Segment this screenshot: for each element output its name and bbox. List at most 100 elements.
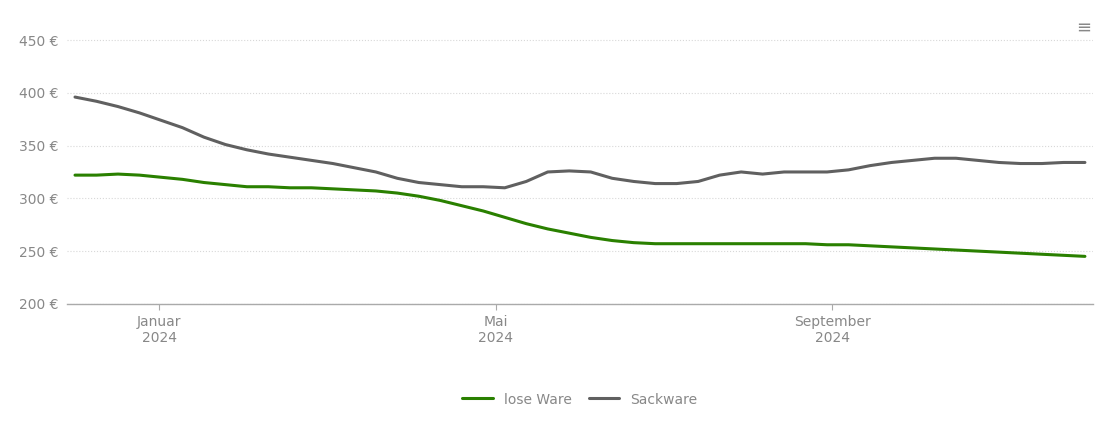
lose Ware [949,247,962,252]
lose Ware [198,180,211,185]
Sackware [326,161,340,166]
lose Ware [841,242,855,247]
Sackware [541,169,554,174]
Sackware [111,104,124,109]
lose Ware [305,185,319,190]
Sackware [519,179,533,184]
Line: lose Ware: lose Ware [75,174,1084,256]
lose Ware [175,177,189,182]
lose Ware [240,184,253,189]
Sackware [627,179,640,184]
Sackware [219,142,232,147]
Sackware [692,179,705,184]
lose Ware [1013,251,1027,256]
Line: Sackware: Sackware [75,97,1084,188]
lose Ware [735,241,748,246]
lose Ware [391,190,404,195]
Sackware [799,169,813,174]
lose Ware [111,171,124,176]
lose Ware [584,235,597,240]
Sackware [283,154,296,160]
Sackware [347,165,361,170]
lose Ware [434,198,447,203]
Sackware [133,110,147,115]
Sackware [606,176,619,181]
lose Ware [154,175,168,180]
Sackware [864,163,877,168]
lose Ware [692,241,705,246]
lose Ware [885,244,898,249]
lose Ware [992,249,1006,254]
Sackware [928,156,941,161]
Sackware [563,168,576,173]
Sackware [412,180,425,185]
Sackware [756,171,769,176]
Sackware [434,182,447,187]
Sackware [262,151,275,157]
Sackware [154,118,168,123]
lose Ware [219,182,232,187]
Sackware [370,169,383,174]
Sackware [584,169,597,174]
Sackware [391,176,404,181]
Sackware [971,158,985,163]
Sackware [907,158,920,163]
Text: ≡: ≡ [1076,19,1091,37]
Sackware [476,184,490,189]
Sackware [69,95,82,100]
Sackware [455,184,468,189]
lose Ware [1078,254,1091,259]
lose Ware [90,173,103,178]
lose Ware [69,173,82,178]
lose Ware [713,241,726,246]
lose Ware [971,249,985,254]
lose Ware [799,241,813,246]
Sackware [648,181,662,186]
Sackware [670,181,684,186]
lose Ware [648,241,662,246]
Sackware [992,160,1006,165]
lose Ware [777,241,790,246]
Sackware [90,99,103,104]
lose Ware [1036,252,1049,257]
Legend: lose Ware, Sackware: lose Ware, Sackware [457,387,703,412]
Sackware [713,173,726,178]
lose Ware [326,186,340,191]
lose Ware [476,208,490,214]
lose Ware [756,241,769,246]
Sackware [1036,161,1049,166]
Sackware [820,169,834,174]
Sackware [198,135,211,140]
lose Ware [498,215,512,220]
lose Ware [455,203,468,208]
lose Ware [347,187,361,192]
Sackware [498,185,512,190]
Sackware [885,160,898,165]
Sackware [735,169,748,174]
Sackware [175,125,189,130]
lose Ware [133,173,147,178]
lose Ware [370,188,383,193]
lose Ware [563,230,576,235]
lose Ware [928,246,941,252]
lose Ware [262,184,275,189]
lose Ware [606,238,619,243]
Sackware [305,158,319,163]
Sackware [777,169,790,174]
lose Ware [907,246,920,251]
Sackware [841,167,855,172]
lose Ware [283,185,296,190]
lose Ware [820,242,834,247]
lose Ware [412,194,425,199]
lose Ware [519,221,533,226]
lose Ware [670,241,684,246]
Sackware [1013,161,1027,166]
lose Ware [541,226,554,231]
Sackware [949,156,962,161]
lose Ware [627,240,640,245]
Sackware [240,147,253,152]
Sackware [1057,160,1070,165]
lose Ware [864,243,877,248]
Sackware [1078,160,1091,165]
lose Ware [1057,253,1070,258]
